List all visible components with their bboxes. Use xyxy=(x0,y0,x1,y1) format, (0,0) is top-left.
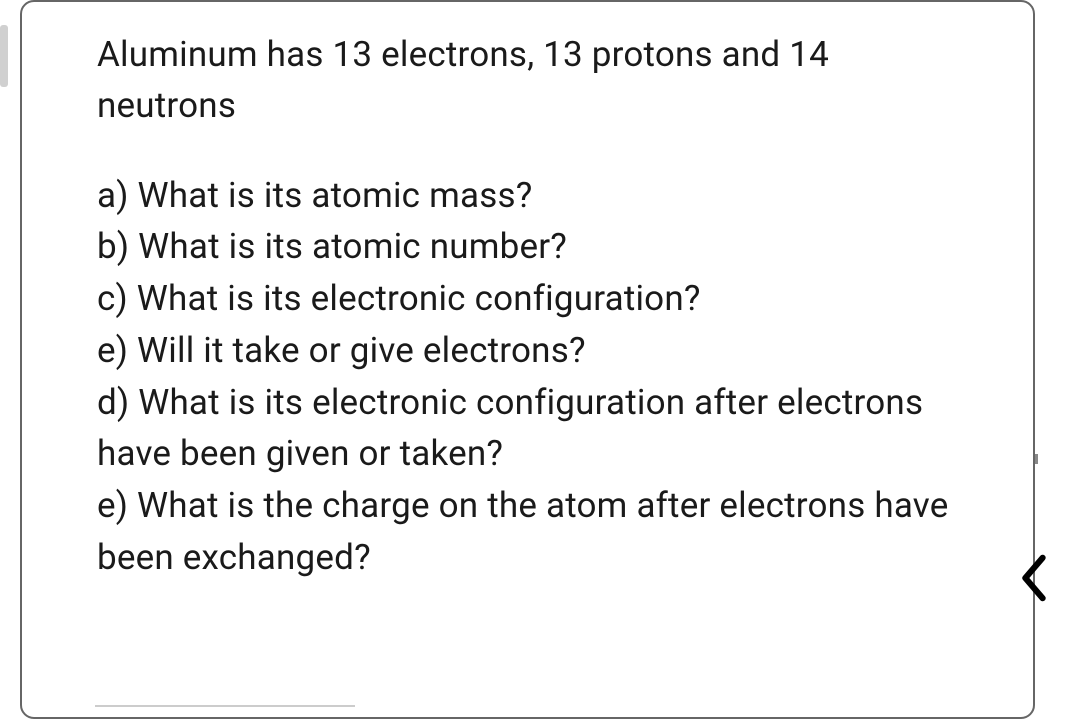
question-a: a) What is its atomic mass? xyxy=(97,170,973,222)
question-e2: e) What is the charge on the atom after … xyxy=(97,480,973,584)
chevron-left-icon xyxy=(1015,552,1053,608)
page-left-marker xyxy=(0,25,8,87)
question-c: c) What is its electronic configuration? xyxy=(97,273,973,325)
question-card: Aluminum has 13 electrons, 13 protons an… xyxy=(20,0,1035,719)
question-d: d) What is its electronic configuration … xyxy=(97,377,973,481)
right-edge-marker xyxy=(1035,454,1038,464)
question-b: b) What is its atomic number? xyxy=(97,221,973,273)
question-content: Aluminum has 13 electrons, 13 protons an… xyxy=(97,30,973,584)
intro-text: Aluminum has 13 electrons, 13 protons an… xyxy=(97,30,973,132)
back-button[interactable] xyxy=(1006,552,1062,608)
bottom-divider xyxy=(95,705,355,707)
question-e1: e) Will it take or give electrons? xyxy=(97,325,973,377)
